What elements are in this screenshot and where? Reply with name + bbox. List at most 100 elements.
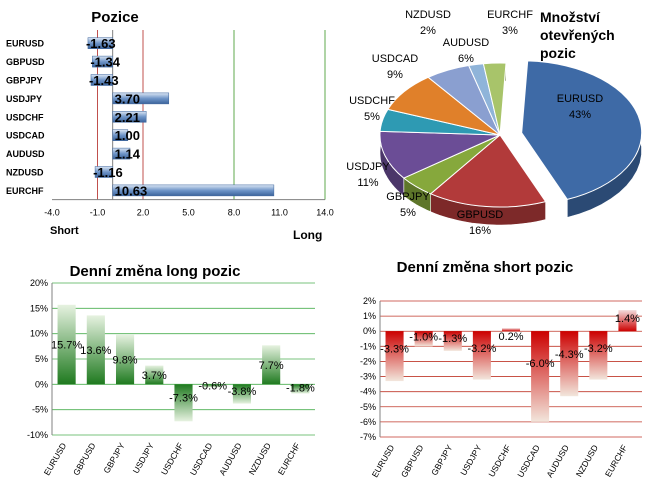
category-label: USDCHF xyxy=(6,112,44,122)
pie-label-name: AUDUSD xyxy=(443,37,490,49)
category-label: GBPJPY xyxy=(6,76,43,86)
y-tick-label: -5% xyxy=(32,405,48,415)
bar xyxy=(414,331,433,347)
share-pie-chart: Množství otevřených pozic EURUSD 43% GBPUS… xyxy=(346,9,643,237)
pie-label-pct: 9% xyxy=(387,69,403,81)
short-change-chart: Denní změna short pozic -3.3%-1.0% -1.3%-… xyxy=(360,259,642,479)
long-change-category-labels: EURUSD GBPUSD GBPJPY USDJPY USDCHF USDCAD AUDU… xyxy=(42,441,302,477)
bar xyxy=(87,37,113,49)
category-label: USDCAD xyxy=(6,131,45,141)
category-label: GBPUSD xyxy=(399,443,426,479)
positions-value-labels: -1.63 -1.34 -1.43 3.70 2.21 1.00 1.14 -1.16 10.6… xyxy=(86,36,147,198)
bar xyxy=(232,384,252,404)
short-change-bars xyxy=(385,310,637,422)
x-tick-label: -4.0 xyxy=(44,208,60,218)
data-label: -7.3% xyxy=(169,392,198,404)
data-label: 7.7% xyxy=(259,360,284,372)
bar xyxy=(112,147,131,160)
category-label: AUDUSD xyxy=(6,149,45,159)
data-label: -1.63 xyxy=(86,36,116,51)
data-label: 13.6% xyxy=(80,345,111,357)
data-label: 2.21 xyxy=(115,110,140,125)
pie-label-pct: 11% xyxy=(357,177,378,189)
pie-label-pct: 43% xyxy=(569,109,591,121)
data-label: 3.7% xyxy=(142,370,167,382)
category-label: EURCHF xyxy=(276,441,302,477)
y-tick-label: -6% xyxy=(360,417,376,427)
bar xyxy=(145,365,164,385)
category-label: GBPJPY xyxy=(101,441,127,475)
bar xyxy=(112,92,170,105)
x-tick-label: 11.0 xyxy=(271,208,288,218)
x-tick-label: 5.0 xyxy=(182,208,195,218)
positions-bars xyxy=(87,37,275,197)
category-label: AUDUSD xyxy=(544,443,571,479)
category-label: GBPUSD xyxy=(71,441,98,477)
category-label: USDJPY xyxy=(6,94,42,104)
positions-title: Pozice xyxy=(91,9,139,26)
pie-label-pct: 16% xyxy=(469,225,491,237)
y-tick-label: 15% xyxy=(30,303,48,313)
bar xyxy=(92,55,113,68)
bar xyxy=(112,184,275,197)
bar xyxy=(94,166,113,178)
category-label: EURCHF xyxy=(603,443,629,479)
data-label: -1.8% xyxy=(286,383,315,395)
bar xyxy=(174,384,193,422)
y-tick-label: -2% xyxy=(360,356,376,366)
bar xyxy=(262,345,281,385)
positions-category-labels: EURUSD GBPUSD GBPJPY USDJPY USDCHF USDCAD AUDU… xyxy=(6,39,45,196)
bar xyxy=(291,384,310,394)
data-label: -3.2% xyxy=(468,343,497,355)
long-change-value-labels: 15.7%13.6%9.8% 3.7%-7.3%-0.6% -3.8% 7.7%-1.… xyxy=(51,340,315,405)
long-change-chart: Denní změna long pozic 15.7%13.6%9.8% 3.7… xyxy=(27,263,315,477)
y-tick-label: 2% xyxy=(363,296,376,306)
category-label: AUDUSD xyxy=(217,441,244,477)
category-label: EURUSD xyxy=(6,39,45,49)
category-label: EURUSD xyxy=(42,441,69,477)
share-title-line-2: otevřených xyxy=(540,27,615,43)
pie-slices xyxy=(379,60,643,226)
y-tick-label: 0% xyxy=(35,379,48,389)
data-label: -1.16 xyxy=(93,165,123,180)
category-label: NZDUSD xyxy=(247,441,273,477)
bar xyxy=(86,315,105,385)
pie-slice xyxy=(482,62,507,136)
bar xyxy=(472,331,491,380)
bar xyxy=(443,331,462,351)
share-title-line-3: pozic xyxy=(540,45,576,61)
bar xyxy=(115,334,135,385)
data-label: 3.70 xyxy=(115,91,140,106)
y-tick-label: -3% xyxy=(360,372,376,382)
data-label: 0.2% xyxy=(498,331,523,343)
bar xyxy=(203,384,222,388)
y-tick-label: -4% xyxy=(360,387,376,397)
data-label: 9.8% xyxy=(113,355,138,367)
category-label: USDJPY xyxy=(458,443,484,477)
positions-x-tick-labels: -4.0 -1.0 2.0 5.0 8.0 11.0 14.0 xyxy=(44,208,334,218)
y-tick-label: 1% xyxy=(363,311,376,321)
bar xyxy=(560,331,579,397)
pie-label-name: EURUSD xyxy=(557,93,604,105)
data-label: 1.4% xyxy=(615,313,640,325)
bar xyxy=(589,331,608,380)
category-label: USDCAD xyxy=(188,441,215,477)
y-tick-label: -1% xyxy=(360,341,376,351)
short-change-value-labels: -3.3%-1.0% -1.3%-3.2%0.2%-6.0%-4.3% -3.2%1… xyxy=(380,313,640,370)
pie-slice xyxy=(429,134,547,208)
data-label: 15.7% xyxy=(51,340,82,352)
pie-label-pct: 5% xyxy=(400,207,416,219)
y-tick-label: 5% xyxy=(35,354,48,364)
bar xyxy=(90,74,113,86)
short-change-category-labels: EURUSD GBPUSD GBPJPY USDJPY USDCHF USDCAD AUDU… xyxy=(370,443,630,479)
category-label: EURCHF xyxy=(6,186,44,196)
data-label: -3.8% xyxy=(228,386,257,398)
y-tick-label: 20% xyxy=(30,278,48,288)
bar xyxy=(618,310,637,332)
category-label: GBPUSD xyxy=(6,57,45,67)
data-label: -1.34 xyxy=(90,55,120,70)
positions-chart: Pozice EURUSD GBPUSD GBPJPY USDJPY USDCHF USD… xyxy=(6,9,334,242)
data-label: -3.2% xyxy=(584,343,613,355)
data-label: -1.3% xyxy=(438,333,467,345)
